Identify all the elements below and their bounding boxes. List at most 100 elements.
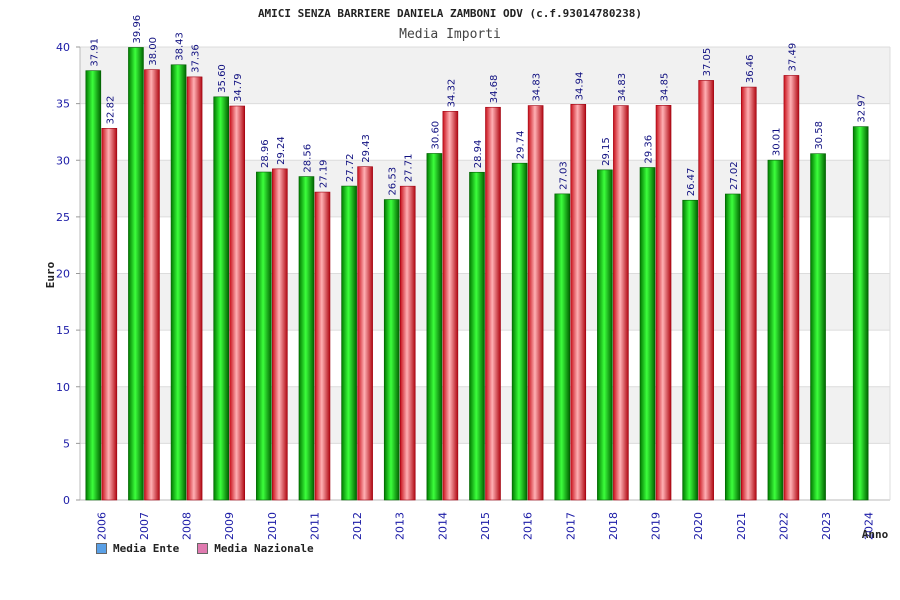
- bar-ente-2010: [256, 171, 272, 501]
- bar-nazionale-2014: [442, 111, 459, 501]
- value-label-ente-2013: 26.53: [388, 167, 399, 196]
- bar-ente-2017: [554, 193, 571, 501]
- legend-item-ente[interactable]: Media Ente: [96, 542, 179, 555]
- value-label-nazionale-2021: 36.46: [745, 54, 756, 83]
- value-label-ente-2022: 30.01: [771, 127, 782, 156]
- value-label-nazionale-2013: 27.71: [404, 154, 415, 183]
- x-tick-label-2015: 2015: [479, 512, 492, 540]
- bars: [85, 47, 869, 501]
- value-label-ente-2010: 28.96: [260, 139, 271, 168]
- value-label-ente-2017: 27.03: [558, 161, 569, 190]
- y-tick-label: 20: [56, 268, 70, 281]
- x-axis-label: Anno: [862, 528, 889, 541]
- value-label-ente-2023: 30.58: [814, 121, 825, 150]
- bar-ente-2022: [767, 159, 784, 501]
- value-labels: 37.91 32.82 39.96 38.00 38.43 37.36 35.60 34.79…: [89, 15, 867, 196]
- bar-nazionale-2011: [314, 191, 331, 501]
- value-label-nazionale-2022: 37.49: [787, 43, 798, 72]
- value-label-ente-2007: 39.96: [132, 15, 143, 44]
- legend-item-nazionale[interactable]: Media Nazionale: [197, 542, 314, 555]
- bar-nazionale-2007: [144, 69, 160, 501]
- y-tick-label: 15: [56, 324, 70, 337]
- x-tick-label-2019: 2019: [650, 512, 663, 540]
- bar-ente-2023: [810, 153, 826, 501]
- bar-nazionale-2018: [613, 105, 629, 501]
- bar-ente-2018: [597, 169, 613, 501]
- y-tick-label: 5: [63, 437, 70, 450]
- value-label-ente-2019: 29.36: [644, 135, 655, 164]
- x-tick-label-2020: 2020: [692, 512, 705, 540]
- value-label-ente-2006: 37.91: [89, 38, 100, 67]
- x-tick-label-2007: 2007: [138, 512, 151, 540]
- chart-title: AMICI SENZA BARRIERE DANIELA ZAMBONI ODV…: [258, 7, 642, 20]
- bar-ente-2012: [341, 185, 357, 501]
- x-tick-label-2018: 2018: [607, 512, 620, 540]
- legend-swatch-ente: [96, 543, 107, 554]
- y-tick-label: 40: [56, 41, 70, 54]
- x-tick-label-2013: 2013: [394, 512, 407, 540]
- value-label-ente-2015: 28.94: [473, 140, 484, 169]
- bar-ente-2009: [213, 96, 230, 501]
- value-label-ente-2024: 32.97: [857, 94, 868, 123]
- bar-nazionale-2008: [186, 76, 203, 501]
- bar-nazionale-2019: [655, 105, 672, 501]
- value-label-nazionale-2010: 29.24: [276, 136, 287, 165]
- bar-nazionale-2010: [272, 168, 288, 501]
- value-label-ente-2009: 35.60: [217, 64, 228, 93]
- y-tick-label: 10: [56, 381, 70, 394]
- value-label-nazionale-2020: 37.05: [702, 48, 713, 77]
- value-label-nazionale-2011: 27.19: [318, 159, 329, 188]
- bar-ente-2008: [170, 64, 187, 501]
- x-tick-label-2024: 2024: [863, 512, 876, 540]
- x-tick-label-2017: 2017: [564, 512, 577, 540]
- legend-swatch-nazionale: [197, 543, 209, 554]
- bar-nazionale-2015: [485, 106, 501, 501]
- value-label-nazionale-2018: 34.83: [617, 73, 628, 102]
- value-label-ente-2018: 29.15: [601, 137, 612, 166]
- value-label-nazionale-2014: 34.32: [446, 79, 457, 108]
- value-label-ente-2016: 29.74: [516, 131, 527, 160]
- x-tick-label-2006: 2006: [95, 512, 108, 540]
- value-label-nazionale-2009: 34.79: [233, 73, 244, 102]
- bar-ente-2007: [128, 47, 144, 501]
- x-tick-label-2012: 2012: [351, 512, 364, 540]
- x-tick-label-2011: 2011: [308, 512, 321, 540]
- value-label-nazionale-2016: 34.83: [532, 73, 543, 102]
- y-tick-label: 25: [56, 211, 70, 224]
- value-label-nazionale-2006: 32.82: [105, 96, 116, 125]
- x-tick-label-2023: 2023: [820, 512, 833, 540]
- x-tick-label-2014: 2014: [436, 512, 449, 540]
- bar-ente-2021: [724, 193, 741, 501]
- bar-ente-2014: [426, 153, 443, 501]
- value-label-nazionale-2017: 34.94: [574, 72, 585, 101]
- x-tick-label-2016: 2016: [522, 512, 535, 540]
- y-axis-ticks: 0 5 10 15 20 25 30 35 40: [56, 41, 80, 507]
- bar-ente-2024: [852, 126, 869, 501]
- chart-subtitle: Media Importi: [399, 27, 501, 42]
- x-axis-ticks: 2006 2007 2008 2009 2010 2011 2012 2013 2014 2015…: [95, 512, 875, 540]
- bar-nazionale-2012: [357, 166, 373, 501]
- bar-ente-2006: [85, 70, 102, 501]
- bar-nazionale-2020: [698, 80, 714, 501]
- x-tick-label-2009: 2009: [223, 512, 236, 540]
- legend-label-ente: Media Ente: [113, 542, 180, 555]
- bar-nazionale-2009: [229, 105, 246, 501]
- value-label-ente-2008: 38.43: [175, 32, 186, 61]
- value-label-nazionale-2007: 38.00: [148, 37, 159, 66]
- legend: Media Ente Media Nazionale: [96, 542, 314, 555]
- legend-label-nazionale: Media Nazionale: [214, 542, 314, 555]
- bar-ente-2019: [639, 167, 656, 501]
- bar-nazionale-2006: [101, 128, 118, 501]
- bar-nazionale-2013: [399, 185, 416, 501]
- y-tick-label: 30: [56, 154, 70, 167]
- y-tick-label: 35: [56, 98, 70, 111]
- bar-nazionale-2016: [527, 105, 544, 501]
- value-label-ente-2014: 30.60: [430, 121, 441, 150]
- bar-ente-2015: [469, 171, 485, 501]
- value-label-nazionale-2015: 34.68: [489, 75, 500, 104]
- value-label-nazionale-2019: 34.85: [660, 73, 671, 102]
- x-tick-label-2008: 2008: [181, 512, 194, 540]
- bar-nazionale-2017: [570, 104, 587, 501]
- value-label-ente-2020: 26.47: [686, 168, 697, 197]
